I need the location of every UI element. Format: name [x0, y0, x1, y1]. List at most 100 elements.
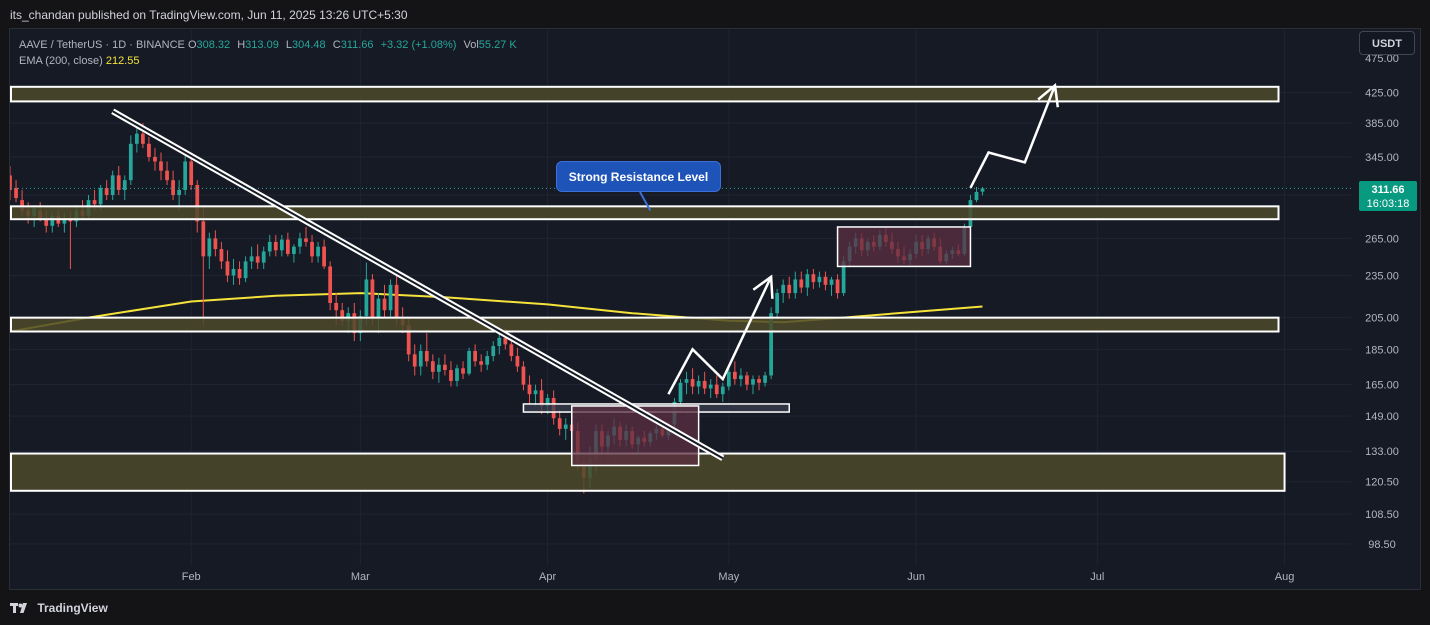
change-value: +3.32 (+1.08%)	[380, 39, 457, 51]
ema-label[interactable]: EMA (200, close)	[19, 55, 103, 67]
chart-panel	[9, 28, 1421, 590]
candle-body	[225, 261, 230, 276]
candle	[745, 371, 749, 391]
candle-body	[485, 356, 490, 365]
candle-body	[829, 279, 834, 285]
y-tick-label: 120.50	[1365, 477, 1399, 489]
candle-body	[255, 256, 260, 263]
y-tick-label: 345.00	[1365, 152, 1399, 164]
candle	[720, 382, 725, 402]
candle	[201, 205, 206, 326]
candle	[690, 368, 695, 395]
candle	[243, 256, 248, 283]
candle	[781, 279, 786, 303]
last-price-tag: 311.66 16:03:18	[1359, 181, 1417, 211]
y-tick-label: 425.00	[1365, 88, 1399, 100]
candle-body	[394, 284, 399, 318]
candle	[805, 268, 810, 296]
candle-body	[153, 156, 157, 162]
candle-body	[430, 361, 435, 372]
candle-body	[116, 175, 121, 190]
candle-body	[298, 238, 302, 247]
candle-body	[285, 239, 290, 254]
ohlc-row: AAVE / TetherUS · 1D · BINANCE O308.32 H…	[19, 37, 521, 53]
candle-body	[533, 390, 538, 395]
currency-button[interactable]: USDT	[1359, 31, 1415, 55]
candle	[696, 375, 701, 395]
high-label: H	[237, 39, 246, 51]
candle-body	[134, 133, 139, 144]
candle	[279, 234, 284, 257]
ema-value: 212.55	[105, 55, 140, 67]
projection-arrowhead	[752, 274, 774, 299]
candle	[485, 351, 490, 371]
candle	[714, 375, 719, 399]
publisher-text: its_chandan published on TradingView.com…	[10, 8, 408, 22]
candle-body	[775, 293, 780, 314]
candle-body	[171, 180, 175, 195]
candle	[793, 271, 798, 299]
candle-body	[159, 161, 163, 171]
candle-body	[177, 189, 182, 195]
candle	[304, 226, 308, 247]
candle	[298, 232, 302, 254]
candle-body	[521, 366, 526, 385]
candle-body	[527, 384, 532, 395]
candle-body	[539, 390, 544, 406]
close-value: 311.66	[340, 39, 374, 51]
candle	[473, 344, 477, 367]
candle	[255, 244, 260, 269]
candle	[461, 361, 465, 380]
candle	[509, 337, 514, 362]
candle-body	[769, 313, 773, 376]
candle-body	[515, 356, 520, 367]
candle-body	[491, 346, 496, 357]
candle	[261, 246, 266, 269]
candle	[394, 268, 399, 326]
x-tick-label: Apr	[539, 571, 556, 583]
candle-body	[20, 200, 24, 211]
candle-body	[62, 218, 67, 224]
candle	[128, 135, 133, 186]
candle	[787, 276, 792, 299]
y-tick-label: 149.00	[1365, 411, 1399, 423]
candle-body	[104, 187, 109, 195]
candle	[708, 379, 713, 399]
candle-body	[739, 375, 743, 380]
candle-body	[509, 344, 514, 357]
candle-body	[714, 384, 719, 395]
candle-body	[237, 268, 242, 279]
resistance-annotation[interactable]: Strong Resistance Level	[556, 161, 721, 192]
candle-body	[231, 268, 236, 276]
footer-brand: TradingView	[10, 600, 108, 616]
candle-body	[207, 238, 212, 257]
candle-body	[110, 175, 115, 195]
candle	[521, 361, 526, 391]
consolidation-box	[836, 226, 972, 268]
candle-body	[980, 188, 985, 192]
candle	[751, 375, 755, 395]
candle	[533, 384, 538, 406]
chart-legend: AAVE / TetherUS · 1D · BINANCE O308.32 H…	[19, 37, 521, 69]
candle	[10, 166, 12, 201]
candle-body	[763, 375, 767, 383]
candle-body	[835, 279, 840, 294]
candle-body	[732, 371, 737, 380]
candle	[412, 344, 417, 376]
candle	[739, 368, 743, 387]
x-tick-label: May	[718, 571, 739, 583]
candle-body	[322, 246, 326, 267]
candle-body	[497, 337, 502, 347]
candle-body	[304, 238, 308, 242]
candle	[491, 341, 496, 362]
y-tick-label: 385.00	[1365, 118, 1399, 130]
candle-body	[328, 266, 333, 303]
candle-body	[165, 170, 169, 181]
y-tick-label: 235.00	[1365, 270, 1399, 282]
candle-body	[412, 354, 417, 367]
candle-body	[817, 276, 822, 283]
candle-body	[557, 418, 562, 429]
candle	[479, 354, 484, 372]
symbol-label[interactable]: AAVE / TetherUS · 1D · BINANCE	[19, 39, 185, 51]
